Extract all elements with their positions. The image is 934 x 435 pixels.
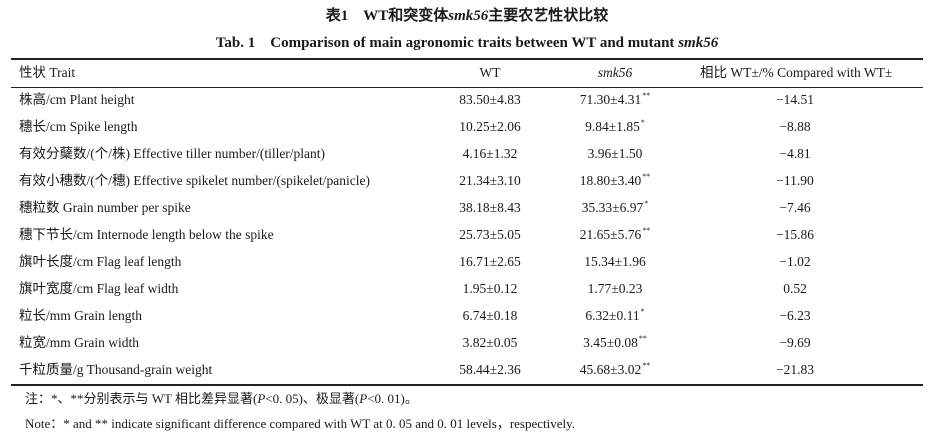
mutant-cell: 3.96±1.50 — [525, 140, 705, 167]
compare-cell: −11.90 — [776, 173, 814, 188]
table-row: 旗叶宽度/cm Flag leaf width 1.95±0.12 1.77±0.2… — [0, 275, 934, 302]
mutant-cell: 45.68±3.02** — [525, 356, 705, 383]
mutant-value: 3.45±0.08 — [583, 335, 638, 350]
trait-cell: 有效小穗数/(个/穗) Effective spikelet number/(s… — [19, 173, 371, 188]
title-en-mutant: smk56 — [678, 35, 719, 51]
mutant-cell: 35.33±6.97* — [525, 194, 705, 221]
mutant-cell: 15.34±1.96 — [525, 248, 705, 275]
mutant-value: 21.65±5.76 — [579, 227, 642, 242]
mutant-value: 3.96±1.50 — [587, 146, 643, 161]
header-trait: 性状 Trait — [19, 65, 76, 80]
title-cn-mutant: smk56 — [448, 8, 489, 24]
trait-cell: 穗长/cm Spike length — [19, 119, 138, 134]
footnote-cn-p: P — [359, 391, 368, 406]
header-mutant: smk56 — [597, 65, 633, 80]
mutant-value: 45.68±3.02 — [579, 362, 642, 377]
significance-marker: * — [640, 118, 645, 127]
mutant-value: 71.30±4.31 — [579, 92, 642, 107]
title-en-prefix: Tab. 1 Comparison of main agronomic trai… — [215, 35, 679, 51]
footnote-cn-part: 注：*、**分别表示与 WT 相比差异显著( — [25, 391, 258, 406]
trait-cell: 旗叶长度/cm Flag leaf length — [19, 254, 182, 269]
mutant-value: 18.80±3.40 — [579, 173, 642, 188]
mutant-cell: 6.32±0.11* — [525, 302, 705, 329]
compare-cell: −14.51 — [776, 92, 814, 107]
table-title-en: Tab. 1 Comparison of main agronomic trai… — [0, 31, 934, 52]
significance-marker: ** — [642, 91, 651, 100]
compare-cell: −6.23 — [779, 308, 811, 323]
trait-cell: 粒宽/mm Grain width — [19, 335, 139, 350]
significance-marker: * — [644, 199, 649, 208]
compare-cell: −1.02 — [779, 254, 811, 269]
table-row: 穗粒数 Grain number per spike 38.18±8.43 35.3… — [0, 194, 934, 221]
table-header-row: 性状 Trait WT smk56 相比 WT±/% Compared with… — [0, 59, 934, 86]
table-row: 有效分蘖数/(个/株) Effective tiller number/(til… — [0, 140, 934, 167]
table-row: 有效小穗数/(个/穗) Effective spikelet number/(s… — [0, 167, 934, 194]
compare-cell: −7.46 — [779, 200, 811, 215]
table-row: 粒长/mm Grain length 6.74±0.18 6.32±0.11* −6.… — [0, 302, 934, 329]
table-row: 旗叶长度/cm Flag leaf length 16.71±2.65 15.34±… — [0, 248, 934, 275]
footnote-cn-part: <0. 05)、极显著( — [265, 391, 360, 406]
compare-cell: −21.83 — [776, 362, 814, 377]
table-row: 穗下节长/cm Internode length below the spike… — [0, 221, 934, 248]
footnote-cn-part: <0. 01)。 — [367, 391, 418, 406]
table-row: 株高/cm Plant height 83.50±4.83 71.30±4.31**… — [0, 86, 934, 113]
compare-cell: −4.81 — [779, 146, 811, 161]
mutant-cell: 3.45±0.08** — [525, 329, 705, 356]
footnote-cn: 注：*、**分别表示与 WT 相比差异显著(P<0. 05)、极显著(P<0. … — [25, 388, 418, 407]
mutant-cell: 1.77±0.23 — [525, 275, 705, 302]
wt-cell: 16.71±2.65 — [459, 254, 521, 269]
table-title-cn: 表1 WT和突变体smk56主要农艺性状比较 — [0, 4, 934, 25]
trait-cell: 株高/cm Plant height — [19, 92, 135, 107]
trait-cell: 千粒质量/g Thousand-grain weight — [19, 362, 213, 377]
table-bottom-rule — [11, 384, 923, 386]
table-header-rule — [11, 87, 923, 88]
compare-cell: −8.88 — [779, 119, 811, 134]
trait-cell: 粒长/mm Grain length — [19, 308, 142, 323]
mutant-cell: 71.30±4.31** — [525, 86, 705, 113]
header-wt: WT — [479, 65, 501, 80]
wt-cell: 38.18±8.43 — [459, 200, 521, 215]
footnote-en: Note：* and ** indicate significant diffe… — [25, 416, 576, 431]
significance-marker: ** — [642, 172, 651, 181]
header-compare: 相比 WT±/% Compared with WT± — [700, 65, 893, 80]
table-top-rule — [11, 58, 923, 60]
trait-cell: 穗下节长/cm Internode length below the spike — [19, 227, 274, 242]
trait-cell: 穗粒数 Grain number per spike — [19, 200, 191, 215]
mutant-value: 9.84±1.85 — [585, 119, 640, 134]
mutant-value: 35.33±6.97 — [581, 200, 644, 215]
mutant-value: 6.32±0.11 — [585, 308, 640, 323]
wt-cell: 6.74±0.18 — [462, 308, 518, 323]
compare-cell: 0.52 — [783, 281, 807, 296]
mutant-value: 1.77±0.23 — [587, 281, 643, 296]
wt-cell: 4.16±1.32 — [462, 146, 518, 161]
mutant-cell: 21.65±5.76** — [525, 221, 705, 248]
mutant-cell: 18.80±3.40** — [525, 167, 705, 194]
table-row: 千粒质量/g Thousand-grain weight 58.44±2.36 45… — [0, 356, 934, 383]
table-row: 穗长/cm Spike length 10.25±2.06 9.84±1.85* −8… — [0, 113, 934, 140]
title-cn-prefix: 表1 WT和突变体 — [325, 8, 449, 24]
compare-cell: −9.69 — [779, 335, 811, 350]
wt-cell: 21.34±3.10 — [459, 173, 521, 188]
wt-cell: 10.25±2.06 — [459, 119, 521, 134]
footnote-cn-p: P — [257, 391, 266, 406]
wt-cell: 58.44±2.36 — [459, 362, 521, 377]
trait-cell: 旗叶宽度/cm Flag leaf width — [19, 281, 179, 296]
compare-cell: −15.86 — [776, 227, 814, 242]
table-row: 粒宽/mm Grain width 3.82±0.05 3.45±0.08** −9.… — [0, 329, 934, 356]
trait-cell: 有效分蘖数/(个/株) Effective tiller number/(til… — [19, 146, 326, 161]
wt-cell: 3.82±0.05 — [462, 335, 518, 350]
wt-cell: 25.73±5.05 — [459, 227, 521, 242]
title-cn-suffix: 主要农艺性状比较 — [488, 8, 609, 24]
significance-marker: ** — [638, 334, 647, 343]
significance-marker: * — [640, 307, 645, 316]
mutant-cell: 9.84±1.85* — [525, 113, 705, 140]
wt-cell: 1.95±0.12 — [462, 281, 518, 296]
significance-marker: ** — [642, 361, 651, 370]
mutant-value: 15.34±1.96 — [584, 254, 646, 269]
wt-cell: 83.50±4.83 — [459, 92, 521, 107]
significance-marker: ** — [642, 226, 651, 235]
